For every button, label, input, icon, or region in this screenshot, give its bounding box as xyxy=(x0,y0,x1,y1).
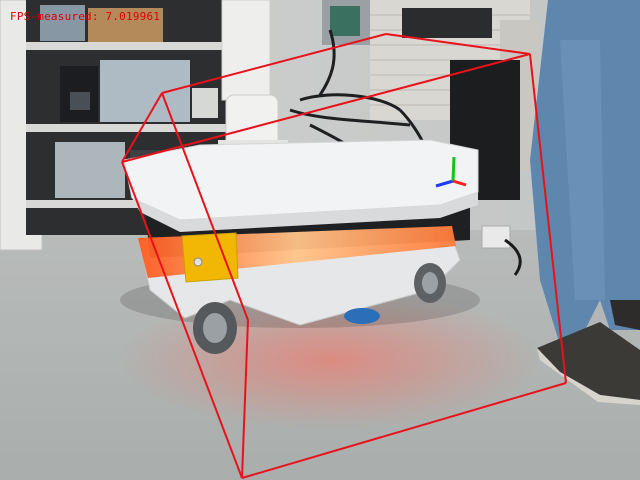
bbox-edge xyxy=(121,53,531,163)
bbox-edge xyxy=(121,92,163,163)
bbox-edge xyxy=(529,53,567,384)
wall-device xyxy=(402,8,492,38)
bbox-edge xyxy=(121,161,243,479)
bounding-box-3d xyxy=(121,33,567,479)
pose-axes xyxy=(435,156,467,188)
axis-x xyxy=(435,179,454,188)
shelving-unit xyxy=(0,0,226,251)
person-legs xyxy=(530,0,640,405)
fps-readout: FPS-measured: 7.019961 xyxy=(10,10,160,24)
axis-z xyxy=(452,179,467,187)
bbox-edge xyxy=(241,382,567,479)
bbox-edge xyxy=(241,319,249,479)
bbox-edge xyxy=(161,92,249,321)
controller-box xyxy=(322,0,370,45)
axis-y xyxy=(451,156,456,182)
fps-label: FPS-measured: xyxy=(10,10,99,23)
bbox-edge xyxy=(385,33,531,55)
bbox-edge xyxy=(161,33,387,94)
fps-value: 7.019961 xyxy=(105,10,161,23)
